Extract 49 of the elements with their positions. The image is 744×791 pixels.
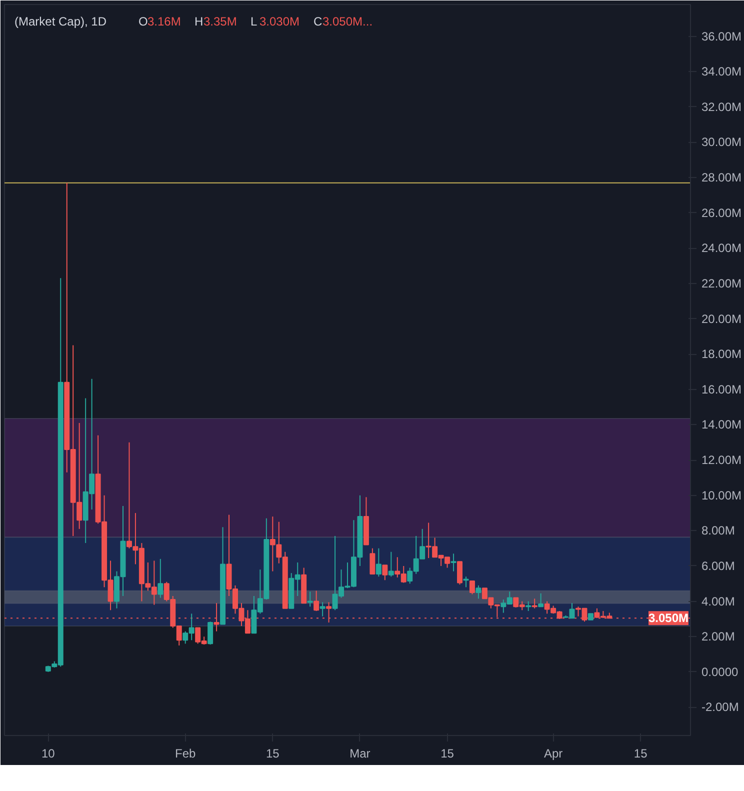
x-tick-label: Mar (350, 746, 370, 760)
x-tick-label: 15 (440, 746, 454, 760)
text: (Market Cap), 1D (14, 14, 107, 28)
y-tick-label: 30.00M (702, 135, 742, 150)
candlestick (382, 564, 388, 581)
y-tick-label: 32.00M (702, 100, 742, 114)
y-tick-label: 16.00M (702, 382, 742, 396)
ref-line-label: 3.050M (648, 611, 689, 626)
y-tick-label: 36.00M (702, 29, 742, 44)
y-tick-label: 34.00M (702, 64, 742, 79)
y-tick-label: 8.00M (702, 524, 735, 538)
candlestick (532, 598, 538, 609)
x-tick-label: Feb (175, 746, 196, 760)
annotation: H3.35M (194, 14, 237, 28)
candlestick (158, 558, 164, 598)
annotation: O3.16M (138, 14, 181, 28)
candlestick (463, 576, 469, 588)
candlestick (450, 553, 456, 572)
candlestick (538, 592, 544, 608)
y-tick-label: 6.00M (702, 558, 735, 573)
y-tick-label: 2.00M (702, 630, 735, 644)
candlestick (370, 548, 376, 574)
y-tick-label: 22.00M (702, 276, 742, 290)
y-tick-label: 26.00M (702, 206, 742, 220)
annotation: L3.030M (250, 14, 300, 28)
x-tick-label: Apr (544, 746, 563, 760)
y-tick-label: 10.00M (702, 488, 742, 502)
y-tick-label: 24.00M (702, 241, 742, 256)
y-tick-label: -2.00M (702, 700, 739, 714)
candlestick (314, 590, 320, 612)
y-tick-label: 28.00M (702, 170, 742, 185)
y-tick-label: 14.00M (702, 418, 742, 432)
y-tick-label: 18.00M (702, 347, 742, 362)
candlestick (320, 602, 326, 617)
y-tick-label: 0.0000 (702, 664, 739, 679)
candlestick (457, 561, 462, 586)
candlestick (526, 600, 532, 612)
x-tick-label: 10 (41, 746, 56, 760)
x-tick-label: 15 (634, 746, 648, 760)
candlestick (376, 548, 382, 578)
candlestick (388, 551, 394, 578)
x-tick-label: 15 (266, 746, 280, 760)
candlestick (208, 621, 214, 646)
y-tick-label: 12.00M (702, 453, 742, 468)
candlestick (476, 584, 482, 600)
candlestick (469, 580, 475, 595)
y-tick-label: 20.00M (702, 312, 742, 326)
annotation: C3.050M... (314, 14, 373, 28)
y-tick-label: 4.00M (702, 594, 735, 608)
